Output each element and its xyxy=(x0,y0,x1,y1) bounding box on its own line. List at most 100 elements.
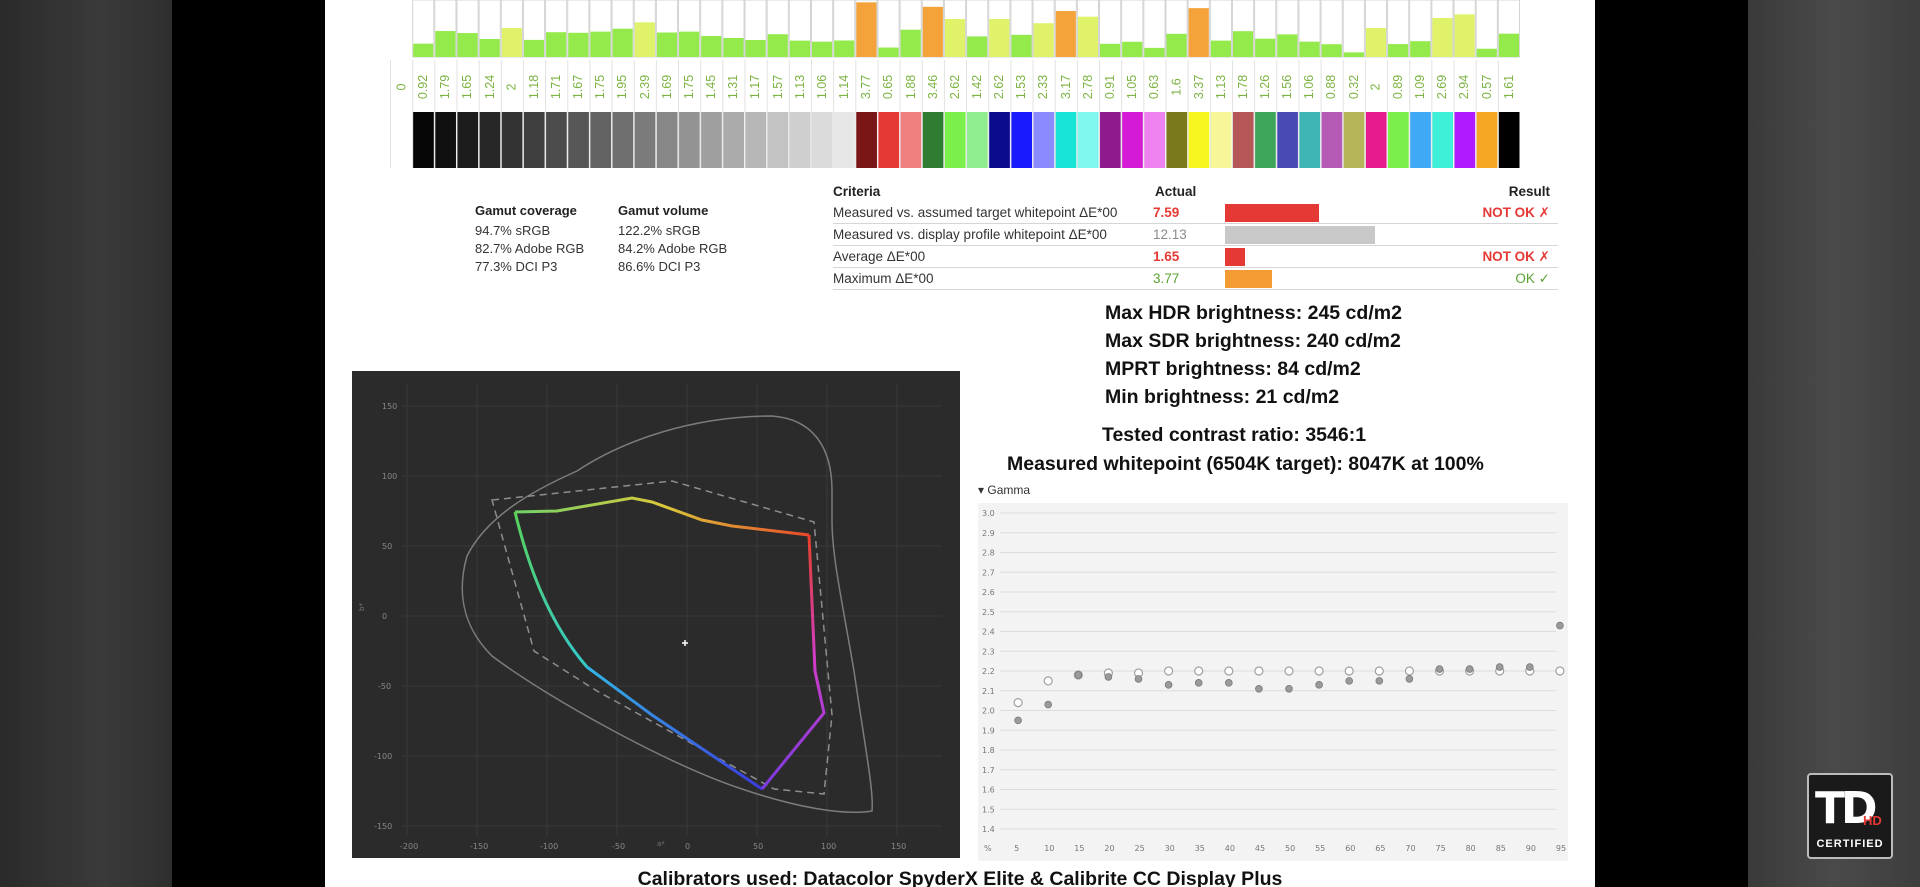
gamut-volume-dcip3: 86.6% DCI P3 xyxy=(618,259,701,274)
gamma-point xyxy=(1404,666,1414,676)
delta-e-bar xyxy=(590,31,611,57)
delta-e-bar xyxy=(1232,31,1254,57)
gamma-xtick: 75 xyxy=(1436,844,1446,853)
delta-e-value-label: 2 xyxy=(504,83,519,91)
color-swatch xyxy=(767,112,789,168)
gamma-xtick: 40 xyxy=(1225,844,1235,853)
gamma-xtick: 50 xyxy=(1285,844,1295,853)
color-swatch xyxy=(1165,112,1188,168)
delta-e-chart xyxy=(390,0,1520,168)
gamma-point xyxy=(1315,681,1323,689)
delta-e-value-label: 0.32 xyxy=(1346,74,1361,100)
gamut-volume-adobe: 84.2% Adobe RGB xyxy=(618,241,728,256)
collapse-triangle-icon[interactable]: ▾ xyxy=(978,483,985,497)
delta-e-bar xyxy=(612,28,633,57)
delta-e-value-label: 1.05 xyxy=(1125,74,1140,100)
delta-e-value-label: 1.14 xyxy=(837,74,852,100)
color-swatch xyxy=(722,112,745,168)
delta-e-bar xyxy=(435,31,456,57)
delta-e-value-label: 1.6 xyxy=(1169,78,1184,96)
cie-xtick-4: 0 xyxy=(685,842,690,851)
delta-e-value-label: 1.88 xyxy=(903,74,918,100)
color-swatch xyxy=(1298,112,1321,168)
delta-e-value-label: 1.13 xyxy=(1213,74,1228,100)
logo-td-text: TD xyxy=(1815,783,1878,834)
gamma-point xyxy=(1043,676,1053,686)
gamma-title: Gamma xyxy=(987,483,1031,497)
delta-e-bar xyxy=(1100,43,1121,57)
color-swatch xyxy=(1055,112,1077,168)
gamma-section-header[interactable]: ▾ Gamma xyxy=(978,483,1030,497)
gamma-point xyxy=(1495,663,1504,671)
color-swatch xyxy=(612,112,634,168)
delta-e-bar xyxy=(523,39,545,57)
cie-ytick-4: -50 xyxy=(378,682,391,691)
delta-e-value-label: 0 xyxy=(394,83,409,91)
measured-gamut-bottom xyxy=(586,665,763,791)
reference-gamut xyxy=(491,480,833,795)
delta-e-bar xyxy=(1011,34,1032,57)
gamma-point xyxy=(1435,665,1444,673)
criteria-bar xyxy=(1225,204,1320,222)
color-swatch xyxy=(501,112,523,168)
logo-hd-text: HD xyxy=(1863,813,1882,828)
delta-e-bar xyxy=(634,22,655,57)
gamma-point xyxy=(1074,671,1083,679)
delta-e-value-label: 1.13 xyxy=(792,74,807,100)
criteria-actual-value: 12.13 xyxy=(1153,227,1187,242)
color-swatch xyxy=(1276,112,1298,168)
criteria-actual-value: 7.59 xyxy=(1153,205,1180,220)
logo-certified-text: CERTIFIED xyxy=(1816,838,1884,850)
gamma-xtick: 30 xyxy=(1165,844,1175,853)
gamma-ytick: 2.8 xyxy=(982,549,995,558)
cie-xlabel: a* xyxy=(657,840,665,848)
color-swatch xyxy=(479,112,501,168)
color-swatch xyxy=(1343,112,1365,168)
gamma-point xyxy=(1044,700,1052,709)
delta-e-value-label: 1.56 xyxy=(1280,74,1295,100)
color-swatch xyxy=(1010,112,1033,168)
color-swatch xyxy=(434,112,456,168)
gamma-point xyxy=(1345,677,1354,685)
delta-e-bar xyxy=(1410,41,1431,57)
cie-ytick-6: -150 xyxy=(374,822,392,831)
delta-e-bar xyxy=(878,47,899,57)
gamma-point xyxy=(1405,675,1414,683)
color-swatch xyxy=(700,112,722,168)
criteria-bar xyxy=(1225,270,1272,288)
gamma-point xyxy=(1164,666,1174,676)
gamma-xtick: 95 xyxy=(1556,844,1566,853)
criteria-rows: Measured vs. assumed target whitepoint Δ… xyxy=(833,202,1558,290)
gamma-xtick: % xyxy=(984,844,992,853)
gamut-diagram: 150 100 50 0 -50 -100 -150 -200 -150 -10… xyxy=(352,371,960,858)
color-swatch xyxy=(877,112,900,168)
gamma-xtick: 65 xyxy=(1375,844,1385,853)
gamma-point xyxy=(1555,666,1565,676)
gamma-point xyxy=(1525,663,1534,671)
gamma-point xyxy=(1225,679,1233,687)
color-swatch xyxy=(1121,112,1143,168)
gamma-point xyxy=(1254,666,1264,676)
criteria-result: OK ✓ xyxy=(1515,271,1550,286)
gamut-volume-list: 122.2% sRGB 84.2% Adobe RGB 86.6% DCI P3 xyxy=(618,222,727,276)
color-swatch xyxy=(1454,112,1476,168)
cie-ytick-2: 50 xyxy=(382,542,392,551)
td-certified-logo: TD HD CERTIFIED xyxy=(1807,773,1893,859)
delta-e-bar xyxy=(568,32,589,57)
delta-e-value-label: 1.71 xyxy=(549,74,564,100)
criteria-header-label: Criteria xyxy=(833,184,881,199)
delta-e-bar xyxy=(656,32,678,57)
gamma-xtick: 45 xyxy=(1255,844,1265,853)
color-swatch xyxy=(1099,112,1121,168)
gamma-ytick: 2.7 xyxy=(982,568,995,577)
gamma-chart: 1.4 1.5 1.6 1.7 1.8 1.9 2.0 2.1 2.2 2.3 2.4 2.5 2.6 2… xyxy=(978,503,1568,861)
delta-e-value-label: 3.77 xyxy=(859,74,874,100)
actual-header-label: Actual xyxy=(1155,184,1197,199)
delta-e-value-label: 1.06 xyxy=(815,74,830,100)
gamma-point xyxy=(1194,666,1204,676)
delta-e-value-label: 0.92 xyxy=(416,74,431,100)
delta-e-value-label: 2.78 xyxy=(1080,74,1095,100)
criteria-row: Maximum ΔE*00 3.77 OK ✓ xyxy=(833,268,1558,290)
gamma-point xyxy=(1284,666,1294,676)
delta-e-bar xyxy=(1055,11,1076,57)
